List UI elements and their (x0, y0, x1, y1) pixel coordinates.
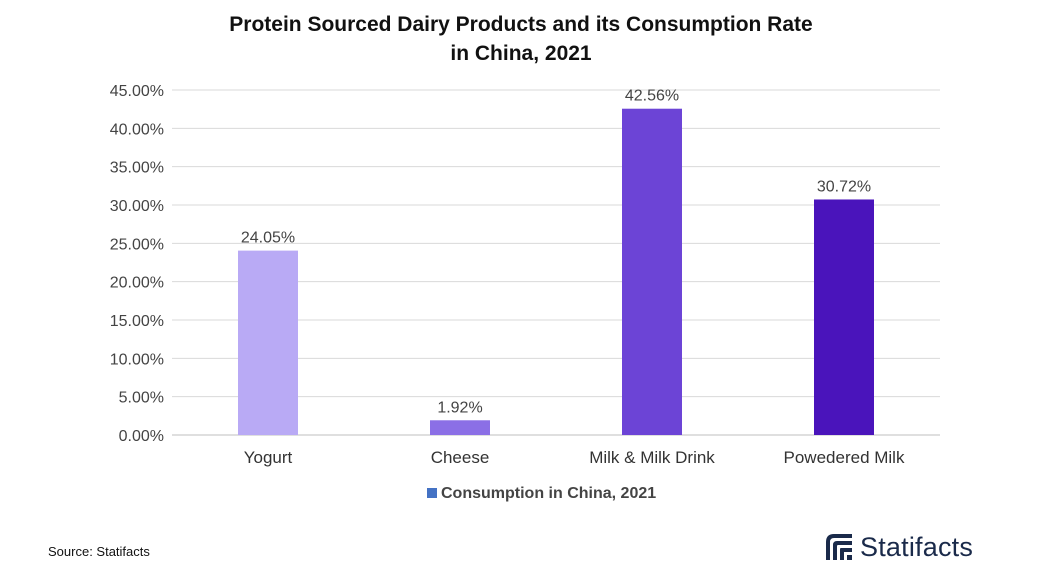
category-label: Cheese (431, 448, 490, 467)
y-tick-label: 40.00% (110, 121, 164, 138)
chart-title-line-1: Protein Sourced Dairy Products and its C… (229, 13, 813, 36)
category-label: Powedered Milk (784, 448, 905, 467)
y-tick-label: 5.00% (119, 390, 164, 407)
y-tick-label: 35.00% (110, 160, 164, 177)
y-tick-label: 10.00% (110, 351, 164, 368)
y-tick-label: 0.00% (119, 428, 164, 445)
category-label: Milk & Milk Drink (589, 448, 715, 467)
y-tick-label: 20.00% (110, 275, 164, 292)
y-tick-label: 30.00% (110, 198, 164, 215)
category-label: Yogurt (244, 448, 293, 467)
data-label: 42.56% (625, 88, 679, 105)
bar-powedered-milk (814, 199, 874, 435)
statifacts-logo-icon (824, 532, 854, 562)
data-label: 24.05% (241, 230, 295, 247)
chart-title-line-2: in China, 2021 (450, 42, 592, 65)
bar-cheese (430, 420, 490, 435)
chart-title: Protein Sourced Dairy Products and its C… (0, 10, 1042, 68)
statifacts-logo: Statifacts (824, 530, 973, 564)
y-tick-label: 25.00% (110, 236, 164, 253)
source-note: Source: Statifacts (48, 544, 150, 559)
logo-text: Statifacts (860, 531, 974, 562)
legend-swatch (427, 488, 437, 498)
data-label: 1.92% (437, 399, 482, 416)
bar-yogurt (238, 250, 298, 435)
legend-label: Consumption in China, 2021 (441, 485, 656, 502)
y-tick-label: 15.00% (110, 313, 164, 330)
data-label: 30.72% (817, 178, 871, 195)
bar-milk-milk-drink (622, 108, 682, 435)
y-tick-label: 45.00% (110, 83, 164, 100)
